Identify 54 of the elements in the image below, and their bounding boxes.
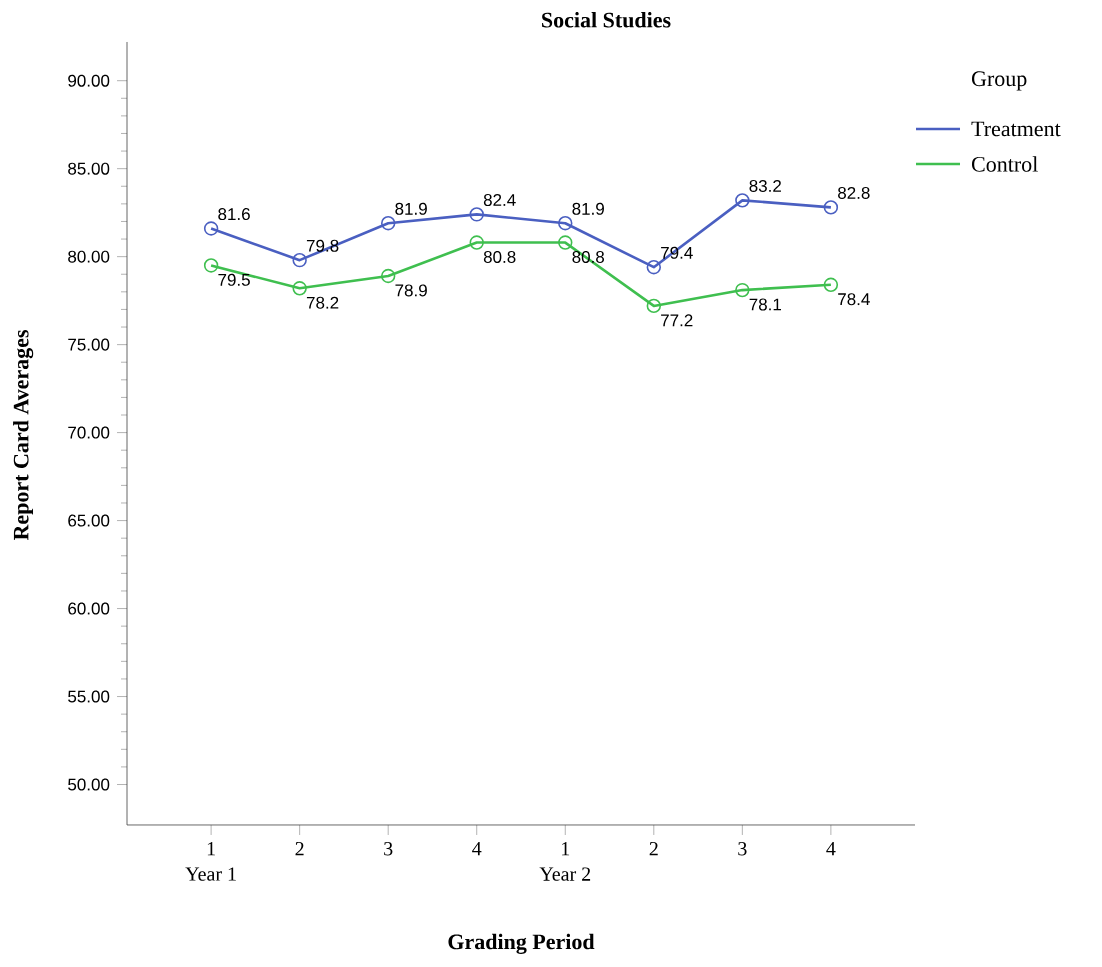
- y-tick-label: 55.00: [68, 690, 110, 703]
- point: [735, 193, 750, 208]
- x-tick-label: 3: [384, 842, 393, 856]
- data-label: 83.2: [749, 179, 781, 192]
- point: [381, 268, 396, 284]
- point: [646, 260, 662, 275]
- text: Year 2: [539, 867, 591, 881]
- point: [469, 235, 484, 250]
- y-tick-label: 75.00: [68, 338, 110, 351]
- data-label: 78.1: [749, 298, 781, 311]
- data-label: 80.8: [483, 250, 516, 263]
- x-tick-label: 4: [826, 842, 836, 856]
- point: [203, 258, 219, 273]
- data-label: 77.2: [661, 314, 693, 327]
- y-tick-label: 80.00: [68, 250, 110, 263]
- data-label: 79.5: [218, 273, 250, 286]
- data-label: 81.6: [218, 208, 250, 221]
- y-tick-label: 70.00: [68, 426, 110, 439]
- y-tick-label: 50.00: [68, 778, 110, 791]
- point: [823, 200, 839, 215]
- point: [469, 207, 484, 222]
- point: [292, 252, 307, 268]
- x-tick-label: 1: [562, 842, 570, 856]
- point: [381, 216, 396, 231]
- legend-label: Treatment: [971, 121, 1061, 137]
- point: [735, 282, 750, 298]
- point: [558, 216, 573, 231]
- data-label: 81.9: [572, 202, 604, 215]
- legend-label: Control: [971, 156, 1038, 172]
- y-tick-label: 65.00: [68, 514, 110, 527]
- point: [558, 235, 573, 250]
- y-tick-label: 60.00: [68, 602, 110, 615]
- point: [823, 277, 839, 292]
- point: [292, 281, 307, 296]
- x-tick-label: 2: [649, 842, 658, 856]
- y-tick-label: 85.00: [68, 162, 110, 175]
- chart-title: Social Studies: [542, 12, 671, 28]
- x-tick-label: 3: [738, 842, 747, 856]
- data-label: 78.2: [306, 296, 339, 309]
- legend-title: Group: [971, 71, 1027, 91]
- y-axis-title: Report Card Averages: [13, 330, 34, 541]
- x-tick-label: 2: [295, 842, 304, 856]
- y-tick-label: 90.00: [68, 74, 110, 87]
- data-label: 82.4: [483, 193, 516, 207]
- point: [203, 221, 219, 236]
- data-label: 82.8: [838, 186, 870, 199]
- data-label: 78.4: [838, 293, 870, 306]
- text: Year 1: [185, 867, 236, 881]
- x-axis-title: Grading Period: [448, 933, 595, 954]
- data-label: 81.9: [395, 202, 427, 215]
- data-label: 78.9: [395, 284, 427, 297]
- x-tick-label: 1: [207, 842, 215, 856]
- x-tick-label: 4: [472, 842, 482, 856]
- point: [646, 298, 662, 314]
